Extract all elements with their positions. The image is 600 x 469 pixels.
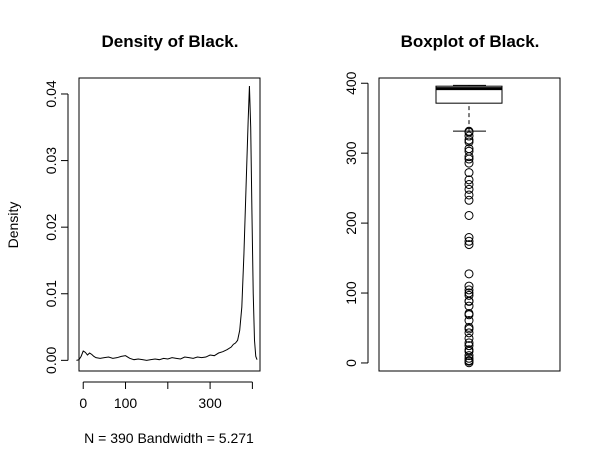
density-y-tick-label: 0.04 xyxy=(43,80,59,107)
boxplot-outlier-point xyxy=(464,301,474,311)
boxplot-outlier-point xyxy=(464,269,474,279)
boxplot-outlier-point xyxy=(464,328,474,338)
boxplot-outlier-point xyxy=(464,195,474,205)
boxplot-y-axis: 0 100 200 300 400 xyxy=(343,71,369,367)
boxplot-outlier-point xyxy=(464,288,474,298)
boxplot-outlier-point xyxy=(464,158,474,168)
boxplot-y-tick-label: 100 xyxy=(343,281,359,305)
density-x-label: N = 390 Bandwidth = 5.271 xyxy=(84,430,254,446)
density-x-tick-label: 0 xyxy=(79,395,87,411)
density-y-tick-label: 0.00 xyxy=(43,347,59,374)
density-y-label: Density xyxy=(5,202,21,249)
density-y-tick-label: 0.02 xyxy=(43,213,59,240)
density-panel: Density of Black. 0 100 300 0.000.010.020.… xyxy=(5,32,261,446)
boxplot-outlier-point xyxy=(464,236,474,246)
boxplot-y-tick-label: 300 xyxy=(343,141,359,165)
boxplot-outlier-point xyxy=(464,146,474,156)
density-y-tick-label: 0.03 xyxy=(43,147,59,174)
boxplot-outlier-point xyxy=(464,175,474,185)
boxplot-outlier-point xyxy=(464,308,474,318)
boxplot-outlier-point xyxy=(464,126,474,136)
boxplot-y-tick-label: 200 xyxy=(343,211,359,235)
boxplot-outlier-point xyxy=(464,168,474,178)
boxplot-title: Boxplot of Black. xyxy=(401,32,540,51)
boxplot-outlier-point xyxy=(464,333,474,343)
density-x-axis: 0 100 300 xyxy=(79,381,253,411)
boxplot-outlier-point xyxy=(464,338,474,348)
boxplot-outlier-point xyxy=(464,290,474,300)
boxplot-outlier-point xyxy=(464,351,474,361)
boxplot-outlier-point xyxy=(464,356,474,366)
boxplot-outliers xyxy=(464,126,474,368)
boxplot-outlier-point xyxy=(464,210,474,220)
boxplot-outlier-point xyxy=(464,233,474,243)
density-x-tick-label: 300 xyxy=(198,395,222,411)
boxplot-outlier-point xyxy=(464,285,474,295)
boxplot-panel: Boxplot of Black. 0 100 200 300 400 xyxy=(343,32,561,372)
density-title: Density of Black. xyxy=(102,32,239,51)
boxplot-y-tick-label: 400 xyxy=(343,71,359,95)
boxplot-outlier-point xyxy=(464,131,474,141)
boxplot-box xyxy=(435,85,503,104)
boxplot-outlier-point xyxy=(464,190,474,200)
boxplot-y-tick-label: 0 xyxy=(343,359,359,367)
boxplot-outlier-point xyxy=(464,281,474,291)
boxplot-plot-frame xyxy=(378,77,561,372)
density-plot-frame xyxy=(78,77,261,372)
boxplot-outlier-point xyxy=(464,341,474,351)
boxplot-outlier-point xyxy=(464,184,474,194)
boxplot-outlier-point xyxy=(464,322,474,332)
density-y-axis: 0.00 0.01 0.02 0.03 0.04 xyxy=(43,80,69,374)
density-x-tick-label: 100 xyxy=(114,395,138,411)
boxplot-box-group xyxy=(435,84,503,132)
density-y-tick-label: 0.01 xyxy=(43,280,59,307)
boxplot-outlier-point xyxy=(464,144,474,154)
boxplot-outlier-point xyxy=(464,316,474,326)
boxplot-outlier-point xyxy=(464,240,474,250)
density-curve xyxy=(76,85,258,361)
boxplot-outlier-point xyxy=(464,345,474,355)
boxplot-outlier-point xyxy=(464,180,474,190)
